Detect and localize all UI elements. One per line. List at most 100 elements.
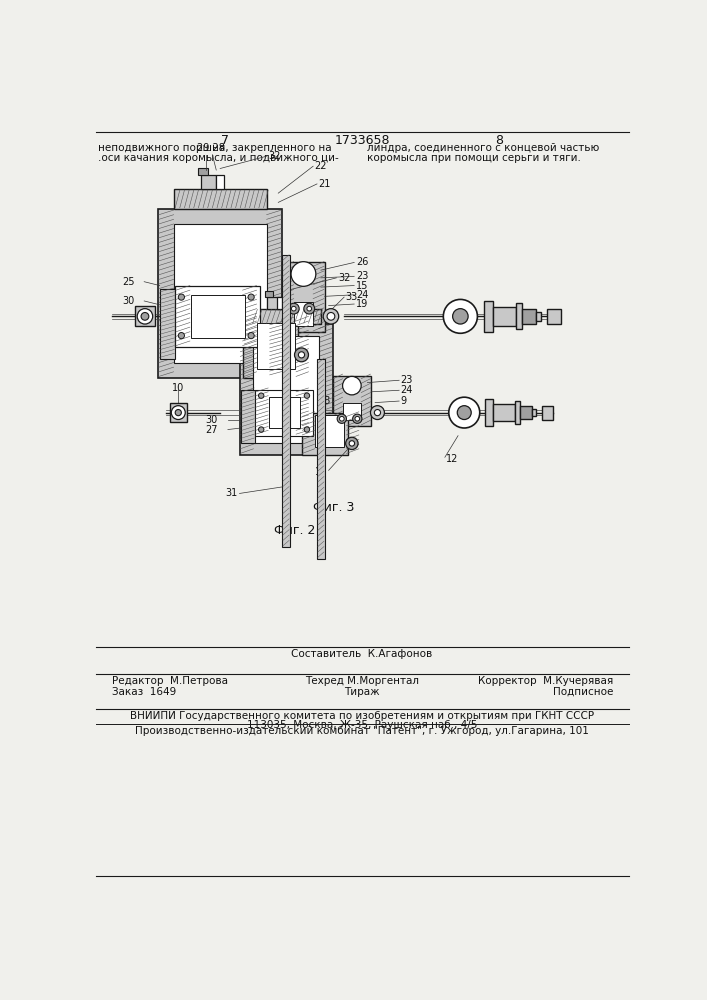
Bar — [199, 168, 208, 175]
Text: 15: 15 — [356, 281, 368, 291]
Circle shape — [349, 441, 355, 446]
Text: 27: 27 — [205, 425, 218, 435]
Text: 30: 30 — [122, 296, 135, 306]
Circle shape — [307, 306, 312, 311]
Bar — [493, 307, 516, 326]
Text: 10: 10 — [172, 383, 185, 393]
Text: 21: 21 — [319, 179, 331, 189]
Text: 24: 24 — [401, 385, 413, 395]
Text: линдра, соединенного с концевой частью: линдра, соединенного с концевой частью — [368, 143, 600, 153]
Bar — [547, 309, 561, 324]
Text: ВНИИПИ Государственного комитета по изобретениям и открытиям при ГКНТ СССР: ВНИИПИ Государственного комитета по изоб… — [130, 711, 594, 721]
Circle shape — [259, 393, 264, 398]
Bar — [301, 413, 348, 455]
Text: 31: 31 — [226, 488, 238, 498]
Text: Корректор  М.Кучерявая: Корректор М.Кучерявая — [478, 676, 613, 686]
Text: .оси качания коромысла, и подвижного ци-: .оси качания коромысла, и подвижного ци- — [98, 153, 339, 163]
Bar — [493, 404, 515, 421]
Circle shape — [259, 427, 264, 432]
Circle shape — [137, 309, 153, 324]
Bar — [267, 297, 282, 309]
Text: 23: 23 — [401, 375, 413, 385]
Text: Редактор  М.Петрова: Редактор М.Петрова — [112, 676, 228, 686]
Bar — [201, 175, 216, 189]
Text: 32: 32 — [268, 151, 281, 161]
Bar — [484, 301, 493, 332]
Bar — [542, 406, 554, 420]
Circle shape — [457, 406, 472, 420]
Text: 23: 23 — [356, 271, 368, 281]
Circle shape — [327, 312, 335, 320]
Circle shape — [339, 416, 344, 421]
Text: 18: 18 — [319, 396, 331, 406]
Circle shape — [291, 262, 316, 286]
Bar — [241, 389, 255, 443]
Circle shape — [370, 406, 385, 420]
Bar — [515, 401, 520, 424]
Text: 33: 33 — [346, 292, 358, 302]
Bar — [255, 389, 313, 436]
Text: Техред М.Моргентал: Техред М.Моргентал — [305, 676, 419, 686]
Circle shape — [343, 376, 361, 395]
Text: коромысла при помощи серьги и тяги.: коромысла при помощи серьги и тяги. — [368, 153, 581, 163]
Text: Производственно-издательский комбинат "Патент", г. Ужгород, ул.Гагарина, 101: Производственно-издательский комбинат "П… — [135, 726, 589, 736]
Circle shape — [298, 352, 305, 358]
Bar — [282, 262, 325, 332]
Bar — [135, 306, 155, 326]
Circle shape — [248, 294, 255, 300]
Text: 30: 30 — [206, 415, 218, 425]
Bar — [174, 189, 267, 209]
Text: Фиг. 3: Фиг. 3 — [313, 501, 354, 514]
Bar — [216, 175, 224, 189]
Text: 12: 12 — [446, 454, 459, 464]
Text: 26: 26 — [356, 257, 368, 267]
Text: Тираж: Тираж — [344, 687, 380, 697]
Circle shape — [304, 303, 315, 314]
Circle shape — [178, 294, 185, 300]
Text: 113035, Москва, Ж-35, Раушская наб., 4/5: 113035, Москва, Ж-35, Раушская наб., 4/5 — [247, 720, 477, 730]
Bar — [253, 336, 319, 443]
Bar — [158, 209, 282, 378]
Bar — [317, 359, 325, 559]
Circle shape — [355, 416, 360, 421]
Text: 25: 25 — [122, 277, 135, 287]
Circle shape — [288, 303, 299, 314]
Bar — [240, 324, 332, 455]
Circle shape — [291, 306, 296, 311]
Bar — [257, 323, 296, 369]
Bar — [170, 403, 187, 422]
Bar — [243, 316, 298, 378]
Circle shape — [374, 410, 380, 416]
Circle shape — [171, 406, 185, 420]
Text: 19: 19 — [356, 299, 368, 309]
Bar — [175, 286, 260, 347]
Circle shape — [304, 427, 310, 432]
Text: 22: 22 — [315, 161, 327, 171]
Bar — [276, 297, 282, 309]
Text: 14: 14 — [315, 467, 327, 477]
Bar — [516, 303, 522, 329]
Text: Фиг. 2: Фиг. 2 — [274, 524, 316, 537]
Text: 8: 8 — [495, 134, 503, 147]
Bar — [532, 409, 537, 416]
Bar — [265, 291, 273, 297]
Bar — [282, 255, 290, 547]
Circle shape — [346, 437, 358, 450]
Text: 32: 32 — [338, 273, 350, 283]
Bar — [522, 309, 537, 324]
Circle shape — [295, 348, 308, 362]
Text: 1733658: 1733658 — [334, 134, 390, 147]
Circle shape — [248, 333, 255, 339]
Circle shape — [178, 333, 185, 339]
Bar — [520, 406, 532, 419]
Bar — [537, 312, 541, 321]
Bar — [191, 295, 245, 338]
Text: неподвижного поршня, закрепленного на: неподвижного поршня, закрепленного на — [98, 143, 332, 153]
Circle shape — [353, 414, 362, 423]
Bar — [269, 397, 300, 428]
Circle shape — [443, 299, 477, 333]
Text: Заказ  1649: Заказ 1649 — [112, 687, 176, 697]
Circle shape — [452, 309, 468, 324]
Text: 29 28: 29 28 — [197, 143, 225, 153]
Text: 16: 16 — [245, 396, 257, 406]
